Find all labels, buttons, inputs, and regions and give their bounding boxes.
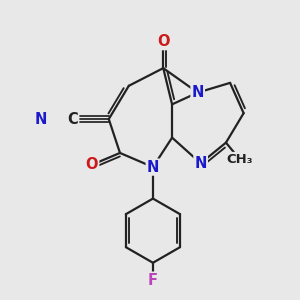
Text: O: O [157,34,169,49]
Text: N: N [35,112,47,127]
Text: N: N [194,156,207,171]
Text: CH₃: CH₃ [226,153,253,166]
Text: C: C [68,112,78,127]
Text: O: O [86,157,98,172]
Text: F: F [148,273,158,288]
Text: N: N [191,85,204,100]
Text: N: N [147,160,159,175]
